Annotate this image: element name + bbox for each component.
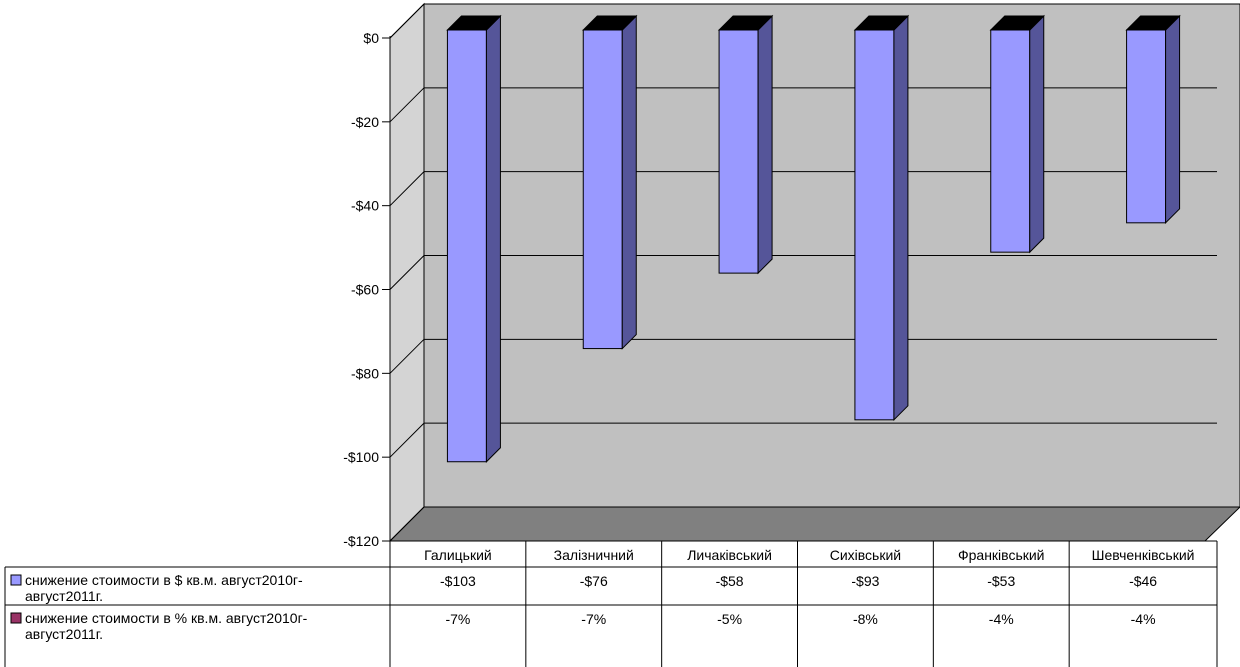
bar-top xyxy=(989,15,1045,31)
category-label: Сихівський xyxy=(830,547,901,563)
data-label: -8% xyxy=(853,611,878,627)
bar-top xyxy=(582,15,638,31)
y-tick-label: -$20 xyxy=(351,114,379,130)
gridline xyxy=(389,338,1217,374)
bar-top xyxy=(446,15,502,31)
category-label: Личаківський xyxy=(687,547,772,563)
bar-side xyxy=(1165,14,1181,225)
y-tick-label: -$40 xyxy=(351,198,379,214)
legend-key xyxy=(10,612,22,624)
data-label: -$46 xyxy=(1129,573,1157,589)
gridline xyxy=(389,506,1217,542)
data-label: -7% xyxy=(445,611,470,627)
chart-walls xyxy=(388,2,1240,543)
bar-top xyxy=(853,15,910,31)
bar-side xyxy=(621,14,637,350)
bar-side xyxy=(1029,14,1045,254)
y-tick-label: -$80 xyxy=(351,365,379,381)
data-label: -4% xyxy=(989,611,1014,627)
y-axis: $0 -$20 -$40 -$60 -$80 -$100 -$120 xyxy=(343,30,391,549)
bar xyxy=(446,29,487,463)
series-name: август2011г. xyxy=(25,626,103,642)
series-name: снижение стоимости в $ кв.м. август2010г… xyxy=(25,572,303,588)
data-label: -7% xyxy=(581,611,606,627)
gridline xyxy=(389,87,1217,123)
category-label: Залізничний xyxy=(554,547,634,563)
y-tick-label: -$60 xyxy=(351,282,379,298)
gridline xyxy=(389,171,1217,207)
bar xyxy=(990,29,1031,253)
data-label: -$93 xyxy=(851,573,879,589)
bar-side xyxy=(893,14,909,422)
gridlines xyxy=(389,3,1217,542)
data-label: -$103 xyxy=(440,573,476,589)
chart-floor xyxy=(388,506,1240,542)
bar xyxy=(1126,29,1167,224)
data-label: -$53 xyxy=(987,573,1015,589)
legend-key xyxy=(10,574,22,586)
bar-series xyxy=(446,14,1181,463)
bar-top xyxy=(1125,15,1181,31)
bar-side xyxy=(485,14,501,463)
bar xyxy=(854,29,895,421)
data-label: -$58 xyxy=(716,573,744,589)
series-name: август2011г. xyxy=(25,588,103,604)
series-name: снижение стоимости в % кв.м. август2010г… xyxy=(25,610,308,626)
bar xyxy=(582,29,623,350)
data-label: -4% xyxy=(1131,611,1156,627)
category-label: Франківський xyxy=(958,547,1045,563)
y-tick-label: -$120 xyxy=(343,533,379,549)
gridline xyxy=(389,422,1217,458)
gridline xyxy=(389,255,1217,290)
bar-top xyxy=(717,15,774,31)
y-tick-label: -$100 xyxy=(343,449,379,465)
data-table: Галицький Залізничний Личаківський Сихівськ… xyxy=(4,540,1218,667)
category-label: Галицький xyxy=(424,547,492,563)
data-label: -$76 xyxy=(580,573,608,589)
bar-side xyxy=(757,14,773,275)
gridline xyxy=(389,3,1217,39)
data-label: -5% xyxy=(717,611,742,627)
bar xyxy=(718,29,759,274)
y-tick-label: $0 xyxy=(363,30,379,46)
category-label: Шевченківський xyxy=(1092,547,1195,563)
